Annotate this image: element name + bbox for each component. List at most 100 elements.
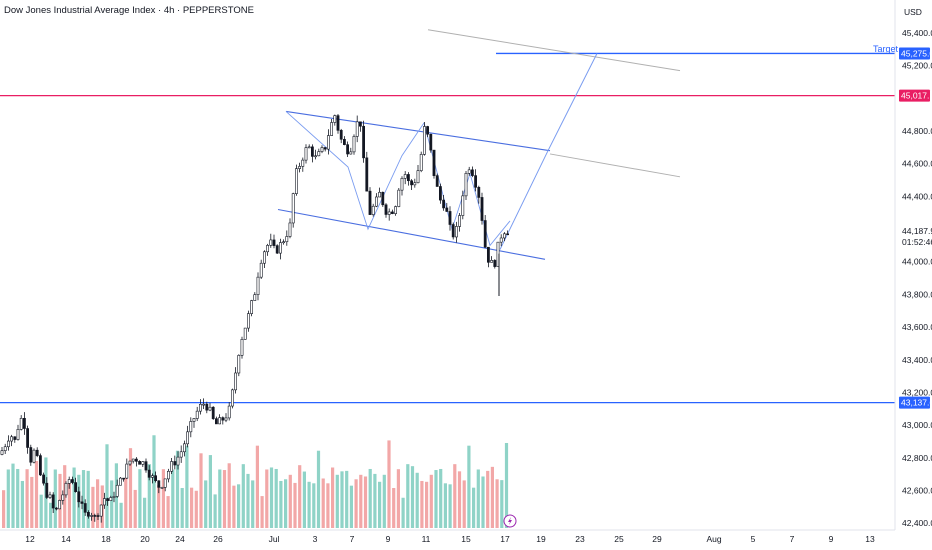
candle-body: [483, 220, 487, 248]
volume-bar: [321, 478, 325, 528]
volume-bar: [204, 480, 208, 528]
volume-bar: [63, 465, 67, 528]
candle-body: [272, 239, 276, 246]
volume-bar: [171, 469, 175, 528]
candle-body: [400, 178, 404, 191]
candle-body: [202, 403, 206, 406]
price-tick: 44,000.0: [902, 257, 932, 267]
candle-body: [99, 504, 103, 517]
candle-body: [410, 180, 414, 186]
candle-body: [221, 417, 225, 421]
volume-bar: [406, 464, 410, 528]
volume-bar: [359, 474, 363, 528]
price-tag: [899, 47, 930, 60]
candle-body: [381, 191, 385, 206]
volume-bar: [490, 466, 494, 528]
volume-bar: [434, 470, 438, 528]
price-tick: 44,800.0: [902, 126, 932, 136]
volume-bar: [213, 494, 217, 528]
candle-body: [349, 151, 353, 155]
candle-body: [109, 497, 113, 501]
candle-body: [458, 215, 462, 227]
volume-bar: [166, 496, 170, 528]
bar-countdown: 01:52:46: [902, 237, 932, 247]
candle-body: [397, 189, 401, 207]
candle-body: [336, 115, 340, 131]
projection-path[interactable]: [499, 53, 598, 250]
volume-bar: [354, 479, 358, 528]
candle-body: [32, 449, 36, 463]
candle-body: [269, 239, 273, 246]
price-axis: 45,400.0 45,200.0 44,800.0 44,600.0 44,400.0…: [894, 0, 932, 530]
volume-bar: [152, 435, 156, 528]
time-tick: 24: [175, 534, 185, 544]
channel-lower-line[interactable]: [277, 208, 546, 260]
time-tick: 25: [614, 534, 624, 544]
candles: [0, 114, 510, 523]
candle-body: [26, 428, 30, 448]
volume-bar: [312, 483, 316, 528]
candle-body: [253, 294, 257, 301]
time-axis: 12 14 18 20 24 26 Jul 3 7 9 11 15 17 19 23 25 29 Aug 5 7 9 13: [0, 529, 895, 544]
candle-body: [294, 168, 298, 194]
candle-body: [278, 242, 282, 254]
trendlines: [277, 29, 681, 260]
lightning-icon[interactable]: [503, 514, 517, 528]
time-tick: 26: [213, 534, 223, 544]
candle-body: [234, 372, 238, 391]
candle-body: [256, 276, 260, 295]
grey-trendline-lower[interactable]: [549, 153, 681, 178]
candle-body: [103, 498, 106, 506]
candle-body: [0, 450, 4, 455]
candle-body: [419, 154, 423, 171]
candle-body: [227, 405, 231, 419]
candle-body: [362, 125, 366, 159]
candle-body: [413, 182, 417, 186]
time-tick: Aug: [706, 534, 721, 544]
candle-body: [90, 515, 94, 517]
grey-trendline-upper[interactable]: [427, 29, 681, 72]
candle-body: [58, 500, 62, 510]
candle-body: [54, 507, 58, 510]
candle-body: [80, 501, 84, 504]
candle-body: [394, 206, 398, 214]
volume-bar: [49, 502, 53, 528]
candle-body: [384, 204, 388, 215]
candle-body: [426, 126, 430, 135]
price-tag: [899, 89, 930, 102]
volume-bar: [392, 488, 396, 528]
candle-body: [474, 175, 478, 188]
candle-body: [416, 170, 420, 184]
candle-body: [403, 174, 407, 179]
candle-body: [122, 477, 126, 480]
time-tick: 11: [422, 534, 431, 544]
time-tick: 14: [61, 534, 71, 544]
candle-body: [266, 245, 270, 253]
candle-body: [310, 146, 314, 157]
volume-bar: [91, 486, 95, 528]
candle-body: [506, 233, 510, 236]
candle-body: [215, 418, 218, 425]
volume-bar: [425, 481, 429, 528]
volume-bar: [255, 445, 259, 528]
candle-body: [119, 477, 122, 486]
candle-body: [486, 246, 490, 263]
candle-body: [470, 169, 474, 176]
volume-bar: [194, 490, 198, 528]
candle-body: [330, 122, 334, 136]
candle-body: [167, 470, 170, 480]
candle-body: [115, 484, 119, 497]
time-tick: 20: [140, 534, 150, 544]
volume-bar: [316, 450, 321, 528]
candle-body: [106, 498, 110, 501]
price-tick: 43,800.0: [902, 289, 932, 299]
candle-body: [64, 483, 68, 496]
candle-body: [262, 251, 266, 264]
volume-bar: [208, 455, 212, 528]
volume-bar: [387, 440, 391, 528]
candle-body: [211, 406, 215, 419]
volume-bar: [20, 480, 24, 528]
price-tick: 43,600.0: [902, 322, 932, 332]
price-tick: 42,800.0: [902, 453, 932, 463]
